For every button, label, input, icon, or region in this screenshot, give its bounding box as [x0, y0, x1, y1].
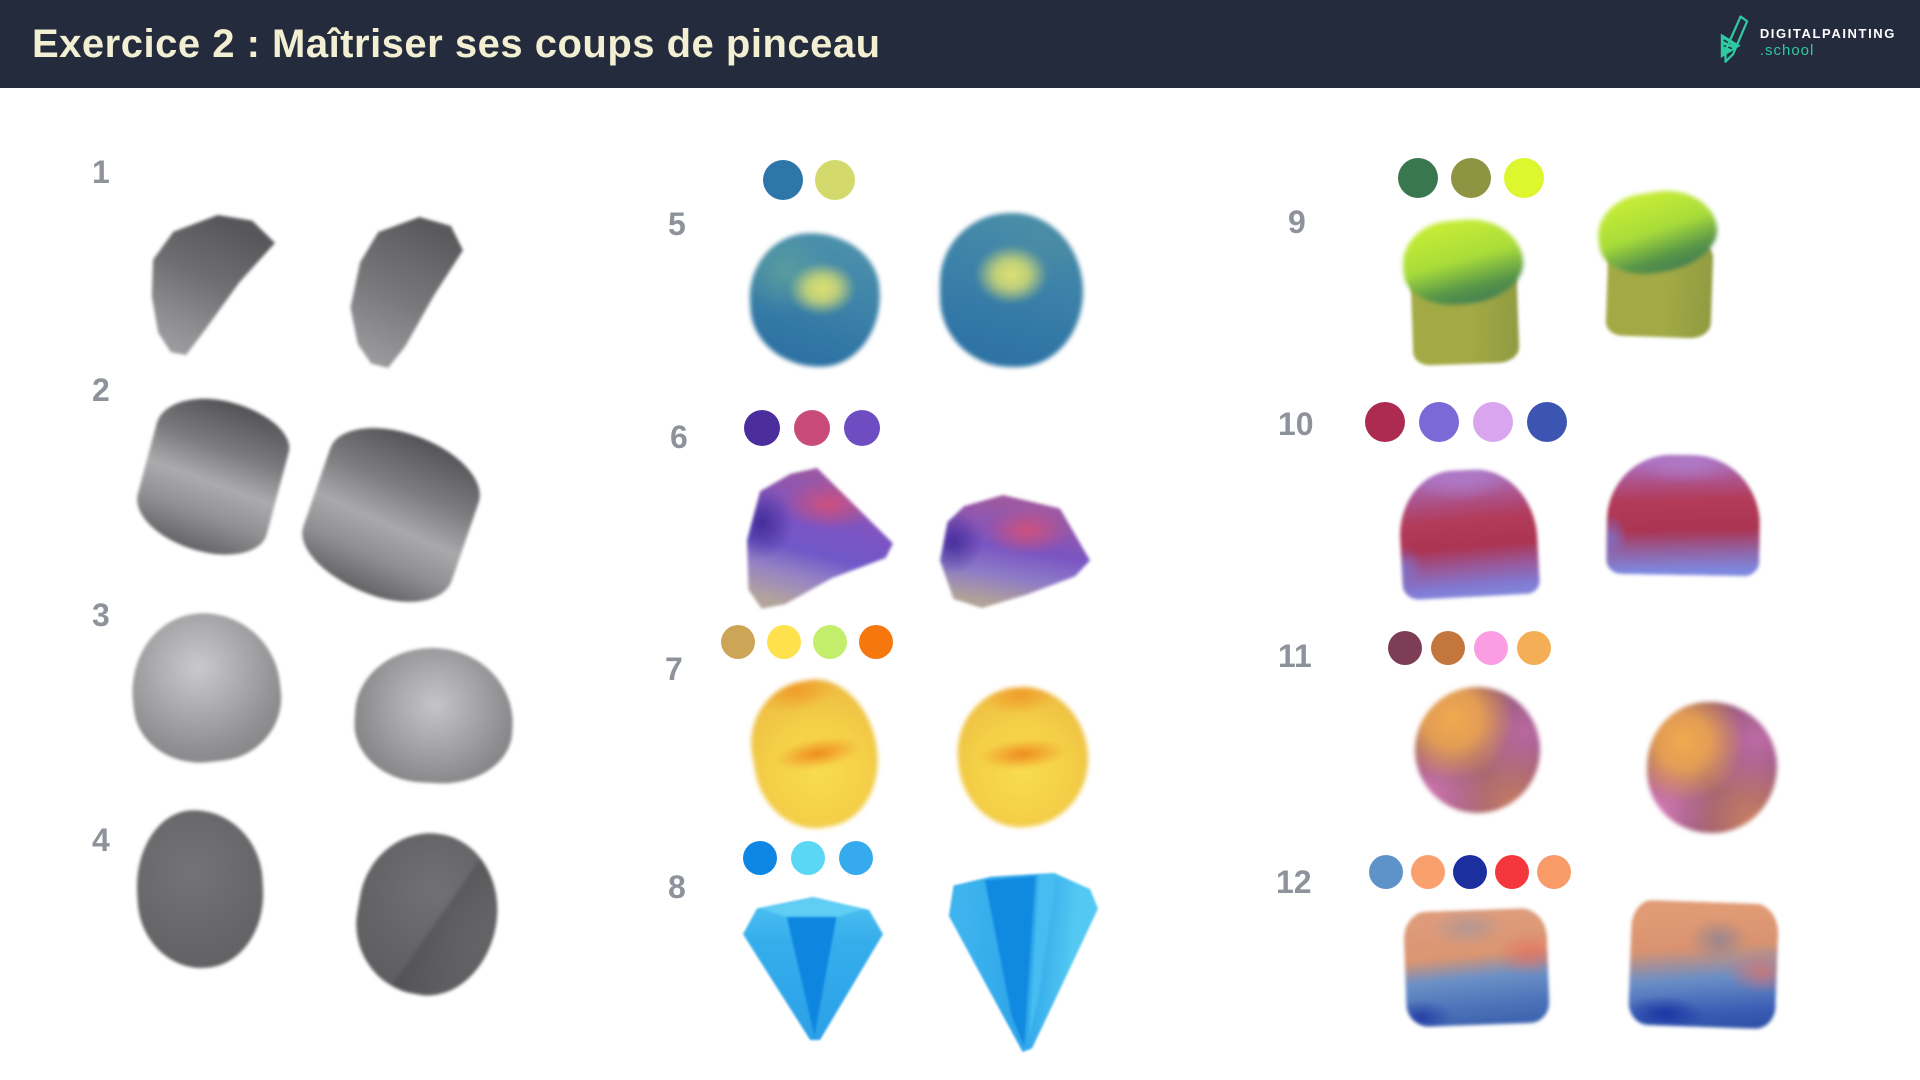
exercise-3: 3: [60, 595, 517, 800]
exercise-6: 6: [640, 405, 1110, 615]
painted-shape-left: [1403, 907, 1550, 1028]
painted-shape-right: [940, 213, 1083, 367]
palette-color-dot: [839, 841, 873, 875]
exercise-number: 1: [92, 154, 110, 190]
palette-color-dot: [1411, 855, 1445, 889]
painted-shape-right: [952, 681, 1094, 833]
painted-shape-right: [1627, 899, 1780, 1030]
exercise-number: 3: [92, 597, 110, 633]
pencil-play-icon: [1718, 14, 1750, 73]
painted-shape-right: [289, 410, 493, 619]
exercise-5: 5: [640, 130, 1110, 405]
palette-color-dot: [1431, 631, 1465, 665]
exercise-number: 7: [665, 651, 683, 687]
exercise-2: 2: [60, 370, 500, 619]
exercise-number: 11: [1278, 638, 1312, 674]
painted-shape-right: [1592, 183, 1723, 340]
exercise-number: 10: [1278, 406, 1314, 442]
exercise-4: 4: [60, 800, 511, 1015]
exercise-12: 12: [1270, 840, 1810, 1040]
color-palette: [1365, 402, 1567, 442]
painted-shape-right: [342, 217, 463, 368]
palette-color-dot: [767, 625, 801, 659]
painted-shape-left: [132, 806, 268, 972]
palette-color-dot: [1473, 402, 1513, 442]
header: Exercice 2 : Maîtriser ses coups de pinc…: [0, 0, 1920, 88]
palette-color-dot: [794, 410, 830, 446]
palette-color-dot: [1504, 158, 1544, 198]
exercise-8: 8: [640, 835, 1110, 1065]
palette-color-dot: [744, 410, 780, 446]
brand-name: DIGITALPAINTING: [1759, 26, 1896, 42]
exercise-number: 8: [668, 869, 686, 905]
painted-shape-left: [743, 897, 883, 1040]
palette-color-dot: [1398, 158, 1438, 198]
painted-shape-left: [148, 215, 275, 355]
painted-shape-right: [941, 873, 1098, 1052]
color-palette: [1388, 631, 1551, 665]
color-palette: [721, 625, 893, 659]
palette-color-dot: [1537, 855, 1571, 889]
palette-color-dot: [1451, 158, 1491, 198]
palette-color-dot: [844, 410, 880, 446]
painted-shape-right: [1605, 453, 1762, 577]
palette-color-dot: [743, 841, 777, 875]
brand-logo: DIGITALPAINTING .school: [1718, 14, 1896, 73]
page-title: Exercice 2 : Maîtriser ses coups de pinc…: [32, 21, 881, 66]
brand-logo-text: DIGITALPAINTING .school: [1759, 26, 1896, 60]
exercise-number: 6: [670, 419, 688, 455]
palette-color-dot: [813, 625, 847, 659]
color-palette: [1398, 158, 1544, 198]
color-palette: [1369, 855, 1571, 889]
palette-color-dot: [1419, 402, 1459, 442]
painted-shape-left: [1415, 687, 1540, 813]
exercise-number: 2: [92, 372, 110, 408]
color-palette: [744, 410, 880, 446]
painted-shape-right: [344, 822, 511, 1006]
palette-color-dot: [1517, 631, 1551, 665]
color-palette: [743, 841, 873, 875]
exercise-1: 1: [60, 140, 500, 370]
exercise-11: 11: [1270, 620, 1810, 840]
exercise-number: 9: [1288, 204, 1306, 240]
painted-shape-left: [746, 229, 884, 371]
palette-color-dot: [763, 160, 803, 200]
painted-shape-right: [1647, 702, 1777, 833]
palette-color-dot: [721, 625, 755, 659]
palette-color-dot: [1453, 855, 1487, 889]
painted-shape-right: [351, 643, 517, 788]
painted-shape-left: [1396, 466, 1541, 601]
palette-color-dot: [815, 160, 855, 200]
painted-shape-right: [940, 495, 1090, 608]
painted-shape-left: [127, 385, 298, 567]
palette-color-dot: [1474, 631, 1508, 665]
palette-color-dot: [1495, 855, 1529, 889]
exercise-number: 12: [1276, 864, 1312, 900]
palette-color-dot: [859, 625, 893, 659]
exercise-number: 5: [668, 206, 686, 242]
exercise-7: 7: [640, 615, 1110, 838]
palette-color-dot: [1369, 855, 1403, 889]
exercise-number: 4: [92, 822, 110, 858]
painted-shape-left: [747, 468, 893, 613]
palette-color-dot: [791, 841, 825, 875]
color-palette: [763, 160, 855, 200]
painted-shape-left: [741, 670, 889, 838]
brand-domain: .school: [1759, 42, 1815, 60]
painted-shape-left: [1399, 215, 1527, 367]
exercise-9: 9: [1270, 130, 1810, 400]
palette-color-dot: [1527, 402, 1567, 442]
painted-shape-left: [124, 605, 288, 770]
palette-color-dot: [1365, 402, 1405, 442]
palette-color-dot: [1388, 631, 1422, 665]
exercise-10: 10: [1270, 400, 1810, 620]
